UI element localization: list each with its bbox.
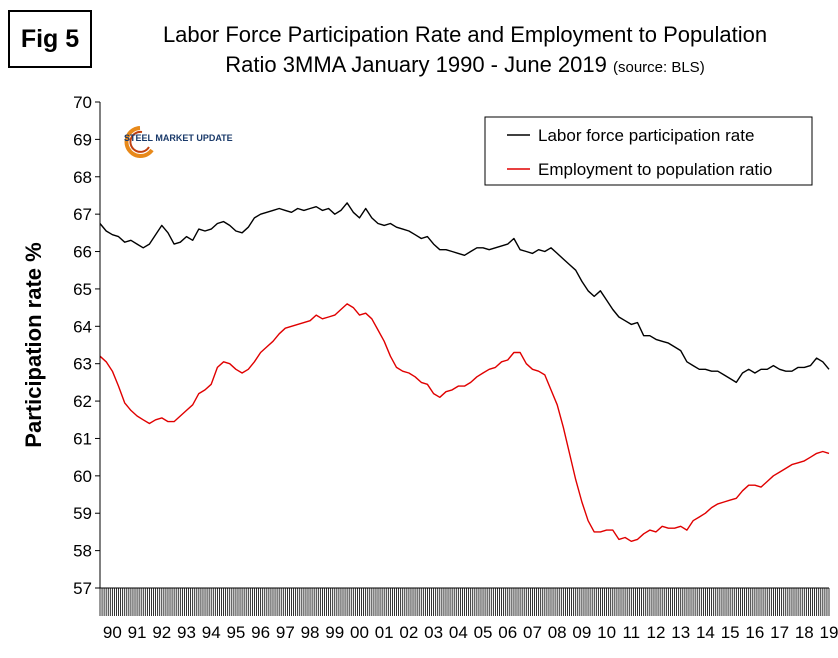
y-tick-label: 63	[73, 355, 92, 374]
x-tick-label: 10	[597, 623, 616, 642]
x-tick-label: 16	[745, 623, 764, 642]
x-tick-label: 11	[622, 623, 640, 642]
x-tick-label: 03	[424, 623, 443, 642]
x-tick-label: 18	[795, 623, 814, 642]
x-tick-label: 06	[498, 623, 517, 642]
x-tick-label: 99	[325, 623, 344, 642]
y-axis-ticks: 57 58 59 60 61 62 63 64 65 66 67 68 69 70	[73, 93, 100, 598]
legend-label-lfpr: Labor force participation rate	[538, 126, 754, 145]
x-tick-label: 02	[399, 623, 418, 642]
series-layer	[99, 202, 830, 542]
x-tick-label: 07	[523, 623, 542, 642]
x-tick-label: 14	[696, 623, 715, 642]
x-tick-label: 01	[375, 623, 394, 642]
x-tick-label: 97	[276, 623, 295, 642]
y-tick-label: 69	[73, 130, 92, 149]
legend-box	[484, 116, 813, 186]
chart-title-source: (source: BLS)	[612, 59, 705, 76]
x-tick-label: 92	[152, 623, 171, 642]
y-tick-label: 67	[73, 205, 92, 224]
x-axis-ticks: 90 91 92 93 94 95 96 97 98 99 00 01 02 03 04 05 06 07 08 09…	[99, 588, 838, 642]
x-tick-label: 13	[671, 623, 690, 642]
figure-label: Fig 5	[8, 10, 92, 68]
x-tick-label: 96	[251, 623, 270, 642]
y-tick-label: 65	[73, 280, 92, 299]
x-tick-label: 04	[449, 623, 468, 642]
chart-title: Labor Force Participation Rate and Emplo…	[100, 20, 830, 83]
x-tick-label: 93	[177, 623, 196, 642]
steel-market-update-logo: STEEL MARKET UPDATE	[124, 126, 233, 158]
x-tick-label: 95	[226, 623, 245, 642]
x-tick-label: 98	[301, 623, 320, 642]
logo-arc-inner-icon	[129, 130, 150, 153]
x-tick-label: 12	[647, 623, 666, 642]
y-tick-label: 60	[73, 467, 92, 486]
x-tick-label: 91	[128, 623, 147, 642]
x-tick-label: 08	[548, 623, 567, 642]
x-tick-label: 19	[820, 623, 838, 642]
logo-arc-icon	[124, 126, 154, 158]
series-line-lfpr	[99, 202, 830, 384]
x-tick-label: 90	[103, 623, 122, 642]
y-tick-label: 61	[73, 429, 92, 448]
y-tick-label: 64	[73, 317, 92, 336]
logo-text: STEEL MARKET UPDATE	[124, 133, 233, 143]
x-tick-label: 05	[474, 623, 493, 642]
chart-title-line1: Labor Force Participation Rate and Emplo…	[162, 22, 768, 47]
chart-title-line2-main: Ratio 3MMA January 1990 - June 2019	[225, 52, 607, 77]
x-tick-label: 15	[721, 623, 740, 642]
y-tick-label: 70	[73, 93, 92, 112]
series-line-epop	[99, 303, 830, 542]
axes	[99, 102, 829, 589]
x-tick-label: 00	[350, 623, 369, 642]
y-tick-label: 57	[73, 579, 92, 598]
x-tick-label: 17	[770, 623, 789, 642]
y-tick-label: 59	[73, 504, 92, 523]
y-tick-label: 66	[73, 243, 92, 262]
x-tick-label: 94	[202, 623, 221, 642]
y-tick-label: 62	[73, 392, 92, 411]
legend-label-epop: Employment to population ratio	[538, 160, 772, 179]
legend: Labor force participation rate Employmen…	[484, 116, 813, 186]
y-tick-label: 58	[73, 542, 92, 561]
y-tick-label: 68	[73, 168, 92, 187]
chart-title-line2: Ratio 3MMA January 1990 - June 2019 (sou…	[100, 50, 830, 83]
x-tick-label: 09	[572, 623, 591, 642]
